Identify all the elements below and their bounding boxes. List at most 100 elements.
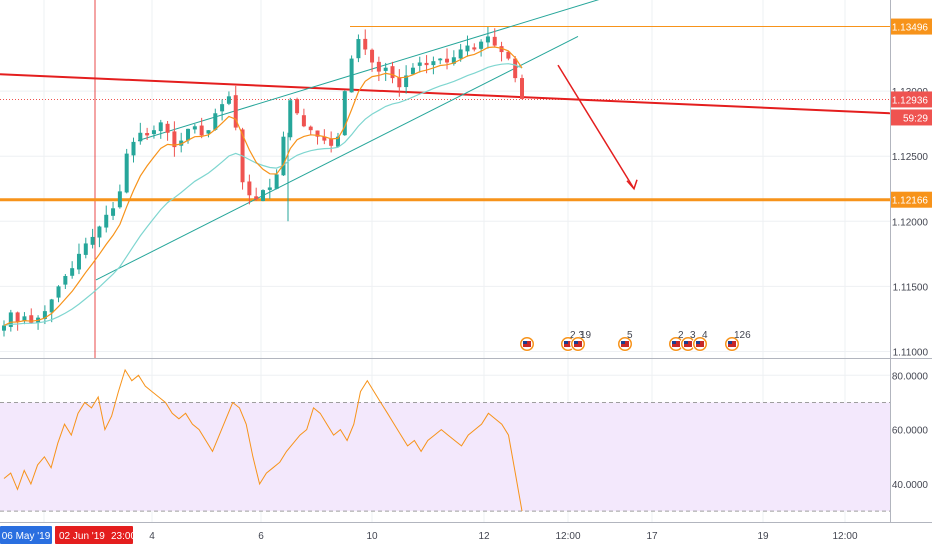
candle [267, 178, 272, 199]
candle [499, 41, 504, 62]
time-scale[interactable]: 4 6 10 12 12:00 17 19 12:00 06 May '19 02 Jun '… [0, 522, 932, 545]
candle-body [15, 312, 20, 322]
candle-body [267, 187, 272, 190]
candle-body [458, 49, 463, 59]
candle-body [2, 325, 6, 331]
candle [233, 85, 238, 131]
flag-icon [564, 341, 568, 344]
event-count-label: 2 3 [570, 330, 584, 341]
y-tick-label: 1.12000 [892, 217, 929, 228]
candle-body [117, 191, 122, 208]
slow-ma-line [3, 63, 523, 327]
x-tick-label: 10 [366, 531, 378, 542]
flag-icon [672, 341, 676, 344]
candle-body [322, 136, 327, 141]
candle [111, 202, 116, 221]
start-date-tag [0, 526, 52, 544]
candle [158, 119, 163, 139]
flag-icon [574, 341, 578, 344]
candle [281, 131, 286, 176]
candle-body [506, 51, 511, 59]
candle-body [520, 78, 524, 99]
candle [363, 29, 368, 55]
candle-body [145, 133, 150, 136]
candle-body [349, 58, 354, 93]
candle [131, 137, 136, 163]
candle-body [308, 126, 313, 131]
candle [165, 120, 170, 141]
candle-body [376, 61, 381, 72]
candle-body [417, 62, 422, 66]
price-tag [891, 18, 932, 35]
candle-body [363, 38, 368, 50]
rsi-y-tick-label: 80.0000 [892, 371, 929, 382]
candle [301, 108, 306, 128]
candle-body [254, 196, 259, 200]
rsi-pane[interactable] [0, 359, 890, 522]
flag-icon [696, 341, 700, 344]
candle-body [233, 95, 238, 128]
candle-body [451, 57, 456, 64]
x-tick-label: 19 [757, 531, 769, 542]
candle-body [431, 61, 436, 66]
candle [349, 55, 354, 93]
x-tick-label: 17 [646, 531, 658, 542]
price-tag-label: 1.12166 [892, 196, 929, 207]
candle [172, 121, 177, 157]
candle-body [172, 131, 177, 148]
candle [485, 26, 490, 49]
y-tick-label: 1.11500 [893, 282, 929, 293]
candle [288, 97, 293, 141]
candle-body [97, 226, 102, 238]
flag-icon [684, 341, 688, 344]
event-count-label: 5 [627, 330, 633, 341]
candle-body [390, 66, 395, 79]
price-pane[interactable]: 2 319 5 2 3 4 126 [0, 0, 891, 522]
crosshair-date-label: 02 Jun '19 [59, 531, 105, 542]
candle [295, 97, 300, 115]
candle-body [70, 268, 75, 276]
candle [199, 117, 204, 139]
candle-body [90, 236, 95, 245]
candle-body [288, 100, 293, 138]
candle [206, 130, 211, 138]
candle [56, 285, 61, 303]
candle [254, 187, 259, 201]
candle [138, 122, 143, 145]
fast-ma-line [3, 46, 523, 327]
candle-body [63, 275, 68, 285]
candle-body [165, 123, 170, 133]
candle-body [226, 96, 231, 104]
rsi-y-tick-label: 40.0000 [892, 480, 929, 491]
candle-body [513, 58, 518, 79]
candle [63, 274, 68, 289]
candle-body [438, 58, 443, 61]
candle [261, 189, 265, 202]
rsi-y-tick-label: 60.0000 [892, 426, 929, 437]
candle-body [370, 49, 375, 63]
candle-body [472, 47, 477, 50]
candle [397, 69, 402, 97]
candle-body [220, 104, 225, 112]
candle-body [424, 62, 429, 66]
candle-body [179, 140, 184, 146]
crosshair-time-label: 23:00 [111, 531, 136, 542]
candle-body [479, 41, 484, 49]
candle [465, 35, 470, 57]
candle [83, 237, 88, 259]
rsi-band [0, 402, 890, 512]
candle [417, 56, 422, 73]
candle-body [485, 36, 490, 43]
candle-body [404, 75, 409, 88]
candle [49, 298, 54, 323]
candle [370, 48, 375, 72]
candle [220, 99, 225, 121]
candle [445, 48, 450, 70]
candle [8, 309, 13, 332]
candle [42, 305, 47, 325]
candle [376, 56, 381, 82]
candle-body [383, 67, 388, 71]
candle-body [186, 128, 191, 141]
